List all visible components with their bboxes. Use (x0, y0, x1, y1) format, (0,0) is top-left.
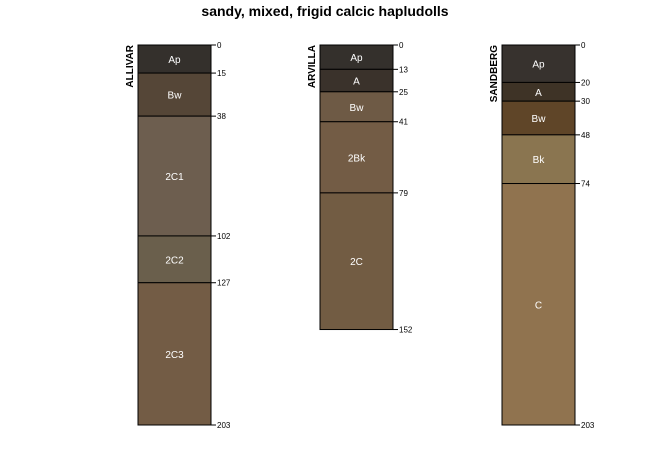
depth-label: 0 (399, 41, 404, 50)
horizon-label: Bk (533, 155, 546, 166)
horizon-ap (501, 44, 576, 83)
horizon-label: 2C1 (165, 172, 184, 183)
horizon-ap (319, 44, 394, 70)
horizon-label: Ap (350, 53, 363, 64)
depth-label: 25 (399, 88, 408, 97)
horizon-label: 2Bk (348, 153, 366, 164)
horizon-ap (137, 44, 212, 74)
horizon-2c2 (137, 235, 212, 284)
horizon-2c1 (137, 115, 212, 237)
horizon-c (501, 183, 576, 426)
horizon-2c (319, 192, 394, 331)
horizon-2bk (319, 121, 394, 194)
horizon-bk (501, 134, 576, 185)
profiles-group: ALLIVAR ApBw2C12C22C301538102127203ARVILL… (125, 41, 595, 430)
depth-label: 79 (399, 189, 408, 198)
depth-label: 41 (399, 118, 408, 127)
horizon-label: Ap (168, 55, 181, 66)
depth-label: 38 (217, 112, 226, 121)
horizon-bw (137, 72, 212, 117)
depth-label: 15 (217, 69, 226, 78)
horizon-label: A (353, 77, 360, 88)
horizon-label: C (535, 300, 542, 311)
horizon-label: 2C3 (165, 350, 184, 361)
horizon-bw (319, 91, 394, 123)
depth-label: 30 (581, 97, 590, 106)
profile-arvilla: ARVILLA Ap A Bw 2Bk 2C 0 13 25 41 79 152 (307, 41, 413, 335)
horizon-label: Ap (532, 60, 545, 71)
depth-label: 13 (399, 65, 408, 74)
horizon-label: Bw (532, 114, 547, 125)
depth-label: 152 (399, 326, 413, 335)
horizon-2c3 (137, 282, 212, 426)
profile-name: SANDBERG (489, 45, 500, 102)
chart-title: sandy, mixed, frigid calcic hapludolls (201, 3, 448, 19)
horizon-label: A (535, 88, 542, 99)
profile-sandberg: SANDBERG Ap A Bw Bk C 0 20 30 48 74 203 (489, 41, 595, 430)
depth-label: 0 (581, 41, 586, 50)
horizon-label: Bw (168, 91, 183, 102)
profile-allivar: ALLIVAR Ap Bw 2C1 2C2 2C3 0 15 38 102 127 203 (125, 41, 231, 430)
horizon-label: 2C (350, 257, 363, 268)
depth-label: 48 (581, 131, 590, 140)
depth-label: 203 (217, 421, 231, 430)
horizon-bw (501, 100, 576, 136)
depth-label: 102 (217, 232, 231, 241)
depth-label: 74 (581, 180, 590, 189)
depth-label: 127 (217, 279, 231, 288)
horizon-label: 2C2 (165, 255, 184, 266)
profile-name: ALLIVAR (125, 44, 136, 87)
depth-label: 203 (581, 421, 595, 430)
depth-label: 0 (217, 41, 222, 50)
horizon-label: Bw (350, 103, 365, 114)
profile-name: ARVILLA (307, 45, 318, 88)
depth-label: 20 (581, 78, 590, 87)
